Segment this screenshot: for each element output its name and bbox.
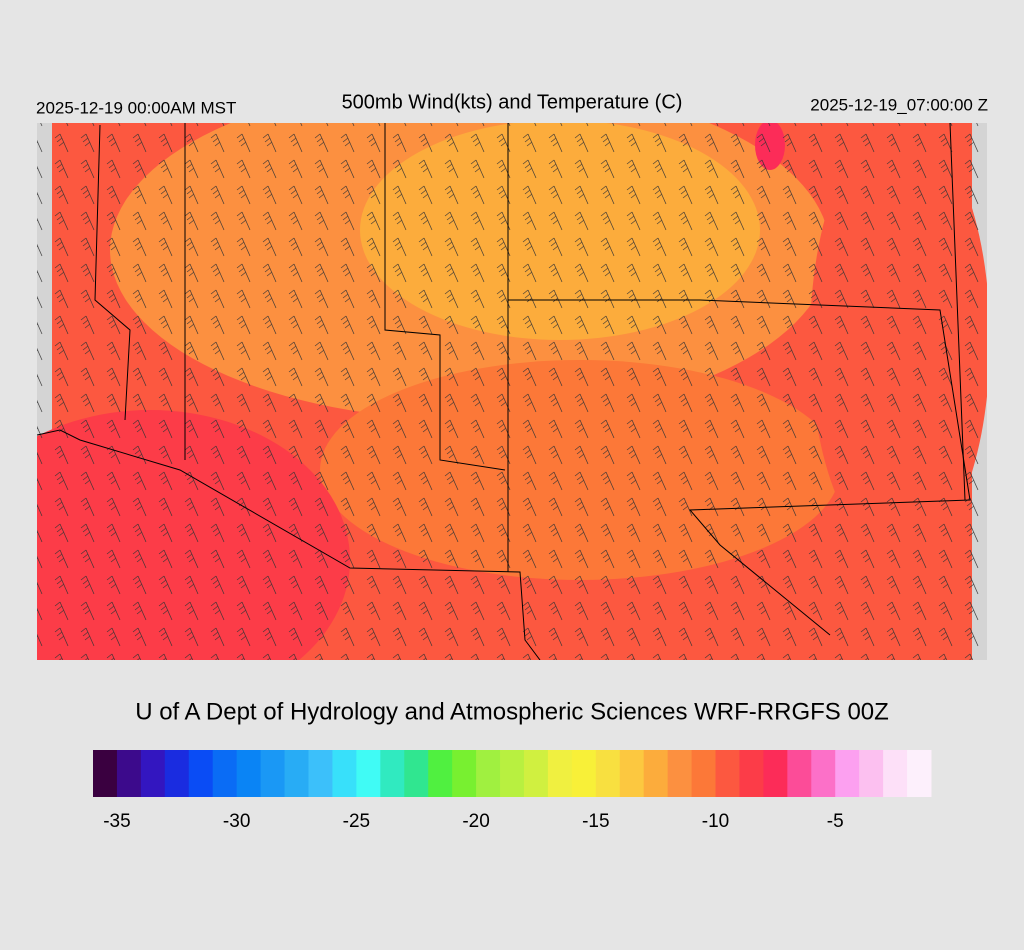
tick-label: -25 [343,811,370,832]
color-swatch [523,750,549,797]
valid-utc: 2025-12-19_07:00:00 Z [810,95,988,114]
color-swatch [93,750,118,797]
color-swatch [404,750,429,797]
tick-label: -30 [223,811,250,832]
color-swatch [907,750,932,797]
color-swatch [763,750,788,797]
color-swatch [547,750,573,797]
color-swatch [212,750,238,797]
valid-local: 2025-12-19 00:00AM MST [36,98,236,117]
map [37,123,987,660]
color-swatch [667,750,693,797]
color-swatch [691,750,717,797]
color-swatch [188,750,214,797]
color-swatch [835,750,860,797]
color-swatch [859,750,884,797]
color-swatch [308,750,333,797]
color-swatch [140,750,166,797]
color-swatch [476,750,501,797]
color-swatch [164,750,190,797]
color-swatch [500,750,525,797]
credit: U of A Dept of Hydrology and Atmospheric… [135,698,889,725]
color-swatch [739,750,764,797]
color-swatch [452,750,477,797]
color-swatch [643,750,669,797]
color-swatch [236,750,262,797]
state-borders [37,123,971,660]
color-swatch [811,750,836,797]
color-swatch [595,750,621,797]
wind-barbs [37,123,987,660]
tick-label: -5 [827,811,844,832]
tick-label: -35 [103,811,130,832]
color-swatch [284,750,309,797]
tick-label: -20 [462,811,489,832]
color-swatch [787,750,812,797]
tick-label: -15 [582,811,609,832]
color-swatch [260,750,286,797]
colorbar: -35 -30 -25 -20 -15 -10 -5 [93,750,932,832]
color-swatch [332,750,357,797]
color-swatch [356,750,381,797]
color-swatch [883,750,908,797]
color-swatch [571,750,597,797]
color-swatch [380,750,405,797]
tick-label: -10 [702,811,729,832]
color-swatch [428,750,453,797]
map-title: 500mb Wind(kts) and Temperature (C) [342,91,683,113]
color-swatch [619,750,645,797]
color-swatch [715,750,740,797]
color-swatch [116,750,142,797]
